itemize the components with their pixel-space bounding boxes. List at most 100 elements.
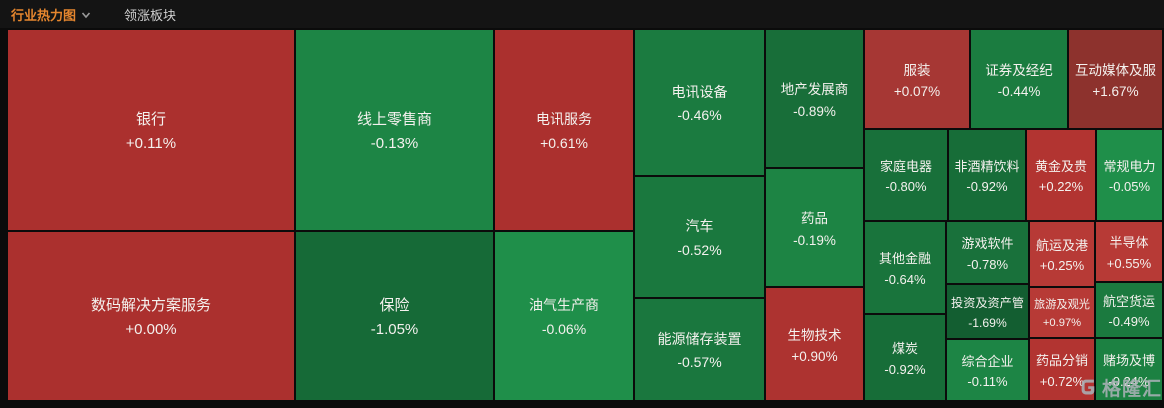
sector-tile[interactable]: 煤炭 -0.92%: [865, 315, 945, 400]
sector-name: 互动媒体及服: [1075, 62, 1156, 78]
sector-name: 银行: [135, 111, 166, 129]
sector-tile[interactable]: 黄金及贵 +0.22%: [1027, 130, 1095, 220]
sector-tile[interactable]: 药品 -0.19%: [766, 169, 863, 286]
sector-tile[interactable]: 保险 -1.05%: [296, 232, 493, 400]
sector-change: -0.92%: [966, 179, 1008, 195]
sector-change: -0.06%: [541, 320, 587, 337]
sector-name: 投资及资产管: [951, 296, 1024, 311]
sector-tile[interactable]: 综合企业 -0.11%: [947, 340, 1028, 400]
sector-tile[interactable]: 生物技术 +0.90%: [766, 288, 863, 400]
tab-leading-sectors[interactable]: 领涨板块: [124, 5, 176, 24]
sector-change: -0.46%: [677, 107, 722, 124]
sector-change: +0.22%: [1038, 179, 1084, 195]
sector-name: 赌场及博: [1102, 353, 1155, 369]
sector-name: 电讯服务: [536, 111, 592, 128]
sector-tile[interactable]: 电讯设备 -0.46%: [635, 30, 764, 175]
sector-tile[interactable]: 油气生产商 -0.06%: [495, 232, 633, 400]
sector-change: -1.69%: [968, 315, 1007, 330]
sector-name: 旅游及观光: [1034, 299, 1090, 312]
sector-name: 游戏软件: [961, 236, 1014, 252]
tab-leading-sectors-label: 领涨板块: [124, 7, 177, 23]
sector-name: 生物技术: [787, 327, 842, 343]
sector-tile[interactable]: 汽车 -0.52%: [635, 177, 764, 297]
sector-name: 半导体: [1109, 235, 1149, 251]
sector-name: 证券及经纪: [985, 62, 1053, 78]
sector-change: -0.49%: [1108, 314, 1150, 330]
sector-tile[interactable]: 地产发展商 -0.89%: [766, 30, 863, 167]
header-bar: 行业热力图 领涨板块: [0, 0, 1164, 28]
sector-tile[interactable]: 常规电力 -0.05%: [1097, 130, 1162, 220]
sector-tile[interactable]: 非酒精饮料 -0.92%: [949, 130, 1025, 220]
sector-name: 非酒精饮料: [954, 158, 1020, 174]
sector-tile[interactable]: 数码解决方案服务 +0.00%: [8, 232, 294, 400]
sector-change: -0.24%: [1108, 373, 1150, 389]
sector-name: 常规电力: [1103, 158, 1156, 174]
sector-change: +0.00%: [125, 320, 177, 338]
sector-change: -0.44%: [997, 84, 1041, 100]
sector-change: -0.78%: [966, 256, 1009, 272]
sector-change: -0.13%: [370, 134, 419, 152]
sector-change: -0.80%: [885, 179, 927, 195]
sector-tile[interactable]: 半导体 +0.55%: [1096, 222, 1162, 281]
sector-change: -0.92%: [884, 361, 926, 377]
sector-change: +1.67%: [1092, 84, 1139, 100]
sector-change: +0.90%: [791, 349, 838, 365]
gelonghui-logo-icon: [1079, 377, 1100, 398]
tab-industry-heatmap-label: 行业热力图: [11, 7, 77, 23]
sector-tile[interactable]: 旅游及观光 +0.97%: [1030, 288, 1094, 337]
sector-change: -0.57%: [677, 354, 722, 371]
watermark: 格隆汇: [1079, 374, 1162, 401]
sector-tile[interactable]: 线上零售商 -0.13%: [296, 30, 493, 230]
sector-change: -0.64%: [884, 271, 926, 287]
sector-name: 黄金及贵: [1034, 158, 1087, 174]
sector-name: 服装: [903, 62, 931, 78]
sector-name: 综合企业: [961, 353, 1014, 369]
sector-change: +0.55%: [1106, 255, 1152, 271]
sector-name: 药品: [801, 211, 828, 227]
sector-tile[interactable]: 证券及经纪 -0.44%: [971, 30, 1067, 128]
tab-industry-heatmap[interactable]: 行业热力图: [11, 5, 91, 24]
sector-tile[interactable]: 其他金融 -0.64%: [865, 222, 945, 313]
sector-name: 线上零售商: [356, 111, 432, 129]
sector-tile[interactable]: 投资及资产管 -1.69%: [947, 285, 1028, 338]
sector-tile[interactable]: 航空货运 -0.49%: [1096, 283, 1162, 337]
sector-tile[interactable]: 服装 +0.07%: [865, 30, 969, 128]
chevron-down-icon: [81, 11, 91, 19]
sector-name: 保险: [379, 297, 410, 315]
sector-change: +0.61%: [540, 134, 588, 151]
sector-change: +0.07%: [893, 84, 941, 100]
sector-name: 煤炭: [891, 341, 918, 357]
sector-name: 航运及港: [1035, 237, 1088, 253]
sector-name: 数码解决方案服务: [90, 297, 211, 315]
sector-name: 汽车: [685, 218, 714, 235]
sector-change: -0.05%: [1108, 179, 1151, 195]
sector-name: 其他金融: [878, 251, 931, 267]
sector-change: -1.05%: [370, 320, 419, 338]
sector-tile[interactable]: 家庭电器 -0.80%: [865, 130, 947, 220]
sector-tile[interactable]: 电讯服务 +0.61%: [495, 30, 633, 230]
sector-tile[interactable]: 游戏软件 -0.78%: [947, 222, 1028, 283]
sector-tile[interactable]: 航运及港 +0.25%: [1030, 222, 1094, 286]
sector-change: -0.11%: [967, 374, 1008, 390]
sector-change: +0.72%: [1039, 373, 1085, 389]
sector-change: +0.25%: [1039, 258, 1085, 274]
sector-change: +0.11%: [125, 134, 177, 152]
sector-tile[interactable]: 赌场及博 -0.24%: [1096, 339, 1162, 400]
sector-tile[interactable]: 互动媒体及服 +1.67%: [1069, 30, 1162, 128]
sector-name: 航空货运: [1102, 293, 1155, 309]
sector-change: -0.52%: [677, 241, 722, 258]
sector-name: 油气生产商: [529, 297, 599, 314]
sector-change: +0.97%: [1042, 316, 1082, 329]
sector-change: -0.89%: [793, 103, 836, 119]
sector-change: -0.19%: [793, 232, 836, 248]
watermark-text: 格隆汇: [1101, 379, 1162, 400]
sector-name: 地产发展商: [780, 82, 849, 98]
sector-name: 电讯设备: [671, 83, 728, 100]
sector-name: 药品分销: [1035, 353, 1088, 369]
sector-tile[interactable]: 银行 +0.11%: [8, 30, 294, 230]
sector-tile[interactable]: 能源储存装置 -0.57%: [635, 299, 764, 400]
sector-name: 家庭电器: [879, 158, 932, 174]
sector-name: 能源储存装置: [657, 330, 742, 347]
